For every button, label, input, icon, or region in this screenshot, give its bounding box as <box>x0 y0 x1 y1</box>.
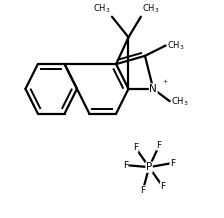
Text: $^+$: $^+$ <box>161 78 168 87</box>
Text: F: F <box>123 161 128 170</box>
Text: CH$_3$: CH$_3$ <box>93 2 111 15</box>
Text: CH$_3$: CH$_3$ <box>167 39 184 52</box>
Text: F: F <box>170 158 175 168</box>
Text: CH$_3$: CH$_3$ <box>142 2 159 15</box>
Text: P: P <box>146 162 152 172</box>
Text: F: F <box>160 182 165 191</box>
Text: N: N <box>149 84 157 94</box>
Text: F: F <box>133 143 138 152</box>
Text: F: F <box>157 141 162 150</box>
Text: F: F <box>140 186 146 194</box>
Text: CH$_3$: CH$_3$ <box>171 96 188 109</box>
